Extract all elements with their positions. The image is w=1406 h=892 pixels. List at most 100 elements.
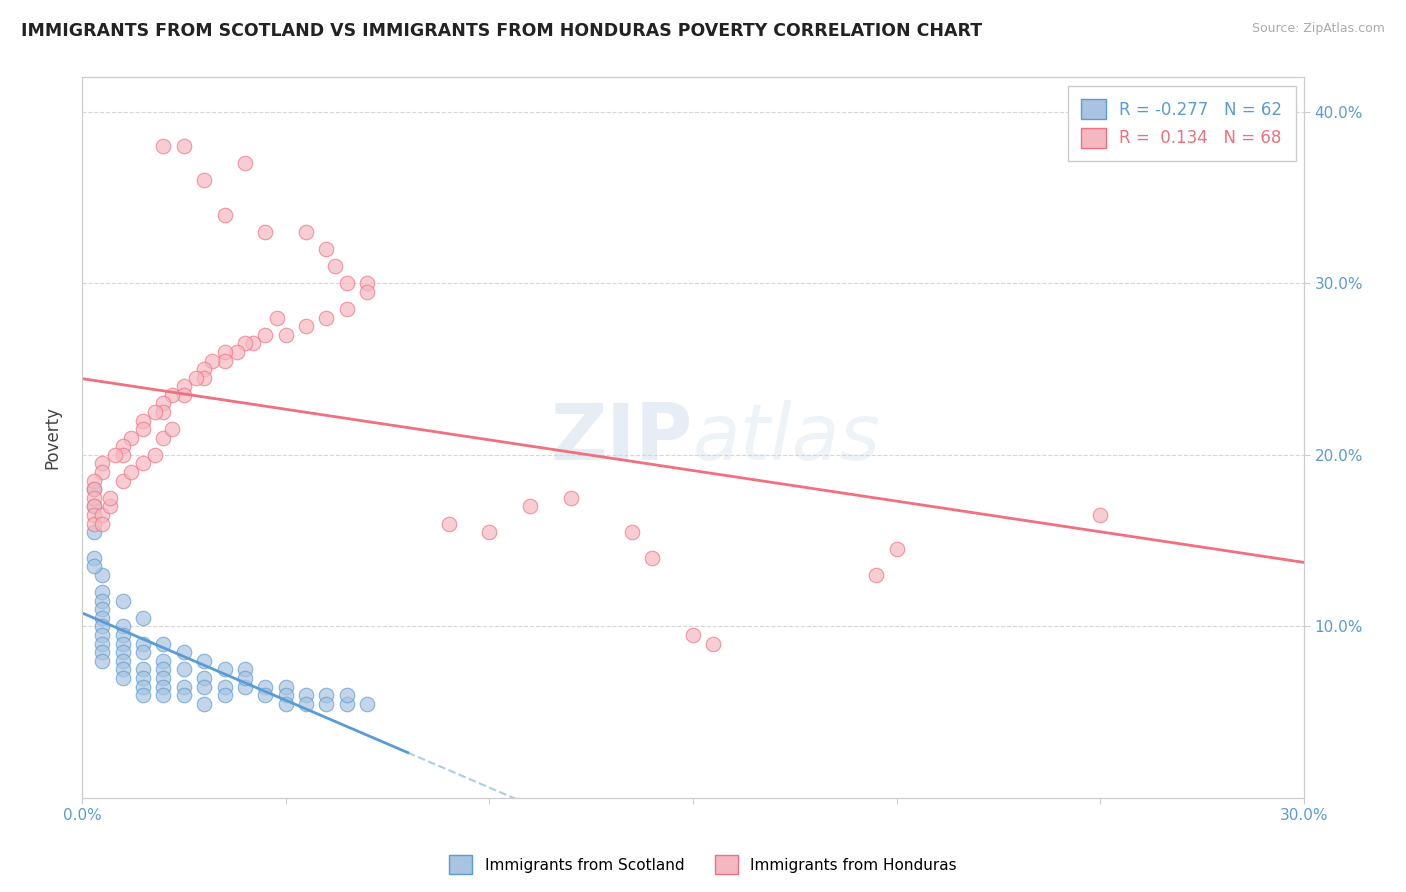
Point [641, 550, 664, 565]
Point [682, 628, 704, 642]
Point [100, 500, 122, 514]
Point [152, 654, 174, 668]
Point [132, 611, 155, 625]
Point [193, 697, 215, 711]
Point [254, 688, 277, 702]
Point [173, 388, 195, 402]
Point [295, 697, 318, 711]
Point [214, 688, 236, 702]
Point [91, 602, 114, 616]
Point [214, 662, 236, 676]
Point [83, 559, 105, 574]
Point [336, 697, 359, 711]
Point [225, 345, 247, 359]
Point [1090, 508, 1112, 522]
Point [193, 671, 215, 685]
Point [111, 439, 134, 453]
Point [560, 491, 582, 505]
Point [83, 508, 105, 522]
Point [336, 277, 359, 291]
Point [356, 697, 378, 711]
Text: ZIP: ZIP [551, 400, 693, 475]
Point [295, 319, 318, 334]
Point [152, 688, 174, 702]
Point [266, 310, 288, 325]
Point [152, 396, 174, 410]
Point [254, 680, 277, 694]
Text: IMMIGRANTS FROM SCOTLAND VS IMMIGRANTS FROM HONDURAS POVERTY CORRELATION CHART: IMMIGRANTS FROM SCOTLAND VS IMMIGRANTS F… [21, 22, 983, 40]
Point [91, 568, 114, 582]
Point [478, 525, 501, 540]
Point [336, 301, 359, 316]
Point [437, 516, 460, 531]
Point [132, 637, 155, 651]
Point [120, 465, 142, 479]
Y-axis label: Poverty: Poverty [44, 406, 60, 469]
Point [132, 457, 155, 471]
Point [233, 156, 256, 170]
Point [184, 370, 207, 384]
Point [91, 516, 114, 531]
Point [315, 697, 337, 711]
Point [132, 680, 155, 694]
Point [132, 422, 155, 436]
Point [702, 637, 724, 651]
Point [152, 431, 174, 445]
Point [274, 327, 297, 342]
Point [100, 491, 122, 505]
Point [132, 662, 155, 676]
Point [214, 345, 236, 359]
Point [254, 225, 277, 239]
Point [111, 662, 134, 676]
Point [173, 645, 195, 659]
Point [865, 568, 887, 582]
Point [91, 611, 114, 625]
Point [111, 619, 134, 633]
Point [173, 139, 195, 153]
Point [91, 465, 114, 479]
Point [83, 500, 105, 514]
Point [193, 680, 215, 694]
Point [83, 482, 105, 496]
Point [152, 671, 174, 685]
Point [274, 688, 297, 702]
Point [83, 482, 105, 496]
Point [173, 688, 195, 702]
Point [83, 550, 105, 565]
Point [214, 208, 236, 222]
Point [214, 353, 236, 368]
Point [91, 619, 114, 633]
Point [173, 379, 195, 393]
Point [233, 662, 256, 676]
Point [111, 637, 134, 651]
Point [886, 542, 908, 557]
Point [323, 259, 346, 273]
Point [173, 680, 195, 694]
Point [132, 645, 155, 659]
Point [111, 593, 134, 607]
Legend: Immigrants from Scotland, Immigrants from Honduras: Immigrants from Scotland, Immigrants fro… [443, 849, 963, 880]
Point [519, 500, 541, 514]
Point [233, 336, 256, 351]
Point [83, 500, 105, 514]
Point [111, 654, 134, 668]
Point [132, 688, 155, 702]
Point [143, 405, 166, 419]
Point [120, 431, 142, 445]
Point [356, 277, 378, 291]
Point [152, 662, 174, 676]
Point [356, 285, 378, 299]
Point [242, 336, 264, 351]
Point [111, 671, 134, 685]
Point [111, 628, 134, 642]
Point [132, 671, 155, 685]
Point [193, 654, 215, 668]
Point [336, 688, 359, 702]
Point [83, 516, 105, 531]
Point [152, 405, 174, 419]
Legend: R = -0.277   N = 62, R =  0.134   N = 68: R = -0.277 N = 62, R = 0.134 N = 68 [1067, 86, 1296, 161]
Point [254, 327, 277, 342]
Point [91, 585, 114, 599]
Point [193, 173, 215, 187]
Point [160, 388, 183, 402]
